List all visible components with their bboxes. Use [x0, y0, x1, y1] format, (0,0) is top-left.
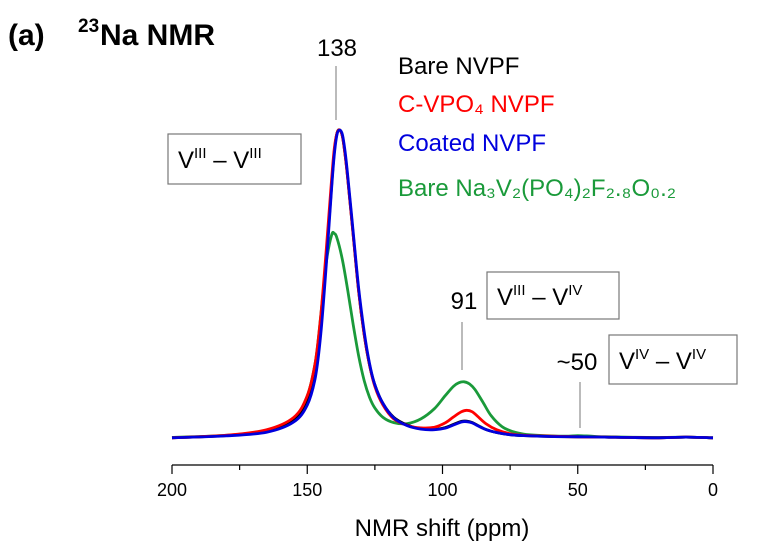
peak-label-138: 138 [317, 35, 357, 62]
curves [171, 128, 714, 440]
legend: Bare NVPF C-VPO₄ NVPF Coated NVPF Bare N… [398, 53, 676, 202]
x-tick-label: 200 [157, 480, 187, 500]
legend-entry-bare-nvpf: Bare NVPF [398, 53, 519, 80]
peak-label-91: 91 [451, 288, 478, 315]
peak-label-50: ~50 [557, 349, 598, 376]
panel-label: (a) [8, 19, 45, 52]
series-line-2 [171, 128, 714, 440]
x-tick-label: 150 [292, 480, 322, 500]
nucleus-name: Na NMR [100, 19, 215, 52]
x-tick-label: 0 [708, 480, 718, 500]
valence-box-iii-iii: VIII – VIII [167, 133, 302, 185]
x-tick-label: 50 [568, 480, 588, 500]
x-tick-label: 100 [427, 480, 457, 500]
svg-text:VIII – VIV: VIII – VIV [497, 282, 582, 311]
legend-entry-coated-nvpf: Coated NVPF [398, 130, 546, 157]
legend-entry-c-vpo4-nvpf: C-VPO₄ NVPF [398, 91, 554, 118]
valence-box-iii-iv: VIII – VIV [486, 271, 620, 320]
legend-entry-bare-na3v2: Bare Na₃V₂(PO₄)₂F₂.₈O₀.₂ [398, 175, 676, 202]
nucleus-mass: 23 [78, 16, 99, 37]
svg-text:VIV – VIV: VIV – VIV [619, 346, 706, 375]
x-axis-ticks: 200 150 100 50 0 [157, 465, 718, 500]
x-axis-label: NMR shift (ppm) [355, 515, 530, 542]
svg-text:VIII – VIII: VIII – VIII [178, 145, 262, 174]
valence-box-iv-iv: VIV – VIV [608, 334, 738, 385]
